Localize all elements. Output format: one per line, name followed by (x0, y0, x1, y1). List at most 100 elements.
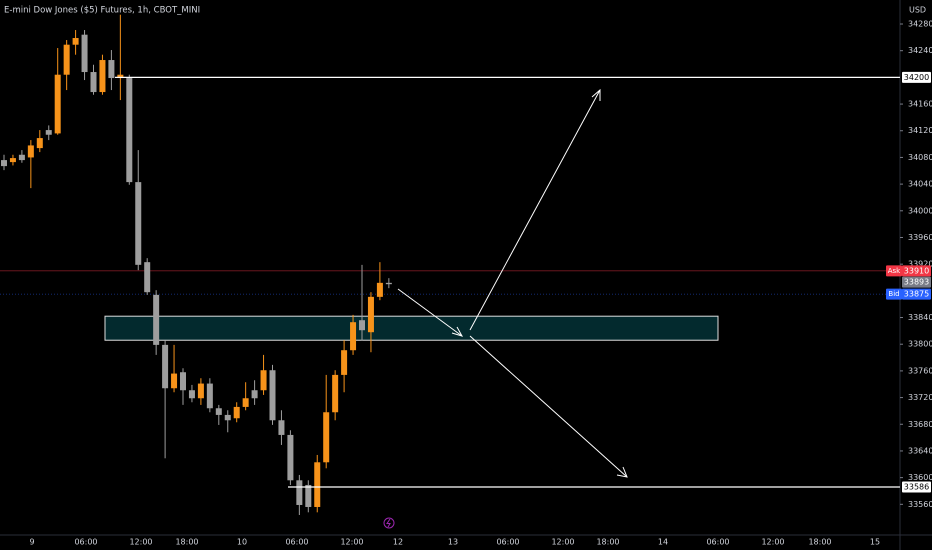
candle-body (9, 158, 16, 163)
candle-body (171, 373, 178, 389)
x-tick-label: 9 (29, 538, 34, 547)
candle-body (144, 262, 151, 293)
candle-body (197, 383, 204, 399)
currency: USD (909, 6, 926, 15)
candle-body (117, 74, 124, 79)
x-tick-label: 06:00 (496, 538, 519, 547)
level-label: 33586 (904, 482, 929, 491)
y-tick-label: 34080 (908, 153, 932, 162)
candle-body (180, 372, 186, 391)
x-tick-label: 06:00 (285, 538, 308, 547)
x-tick-label: 12 (393, 538, 403, 547)
candle-body (18, 154, 25, 161)
y-tick-label: 34160 (908, 100, 932, 109)
y-tick-label: 33760 (908, 366, 932, 375)
candle-body (269, 370, 276, 421)
candle-body (341, 350, 348, 375)
x-tick-label: 15 (870, 538, 880, 547)
candle-body (385, 282, 392, 285)
candle-body (188, 390, 195, 399)
candle-body (332, 374, 339, 413)
candle-body (367, 296, 374, 333)
candle-body (376, 282, 383, 297)
candle-body (126, 78, 133, 183)
level-label-box (902, 71, 931, 83)
x-tick-label: 12:00 (129, 538, 152, 547)
arrow (397, 288, 463, 337)
candle-body (260, 370, 267, 391)
candle-body (63, 44, 70, 75)
candle-body (278, 420, 285, 435)
x-tick-label: 18:00 (808, 538, 831, 547)
y-tick-label: 34240 (908, 46, 932, 55)
candle-body (206, 383, 213, 409)
bid-price: 33875 (904, 290, 929, 299)
arrow-head (451, 326, 464, 337)
bid-tag: Bid (888, 290, 899, 298)
y-tick-label: 33720 (908, 393, 932, 402)
x-tick-label: 13 (448, 538, 458, 547)
x-tick-label: 18:00 (596, 538, 619, 547)
y-tick-label: 33960 (908, 233, 932, 242)
candle-body (36, 138, 43, 149)
candle-body (45, 130, 52, 135)
candle-body (90, 72, 97, 93)
x-tick-label: 06:00 (74, 538, 97, 547)
candle-body (135, 182, 142, 265)
y-tick-label: 34280 (908, 20, 932, 29)
candle-body (27, 145, 34, 158)
level-label-box (902, 481, 931, 493)
candle-body (314, 462, 321, 507)
candle-body (350, 322, 357, 351)
chart-title: E-mini Dow Jones ($5) Futures, 1h, CBOT_… (4, 6, 200, 16)
candle-body (233, 406, 240, 419)
y-tick-label: 33920 (908, 260, 932, 269)
y-tick-label: 33640 (908, 446, 932, 455)
y-tick-label: 33840 (908, 313, 932, 322)
y-tick-label: 34040 (908, 180, 932, 189)
last-price: 33893 (904, 278, 929, 287)
x-tick-label: 06:00 (706, 538, 729, 547)
candle-body (162, 344, 169, 389)
level-label: 34200 (904, 73, 929, 82)
ask-tag-box (886, 265, 902, 277)
y-tick-label: 33800 (908, 340, 932, 349)
candle-body (242, 398, 249, 407)
candle-body (224, 414, 231, 421)
bid-price-box (902, 288, 931, 300)
y-tick-label: 34000 (908, 206, 932, 215)
candle-body (287, 434, 294, 481)
x-tick-label: 12:00 (551, 538, 574, 547)
candle-body (108, 60, 115, 79)
ask-tag: Ask (888, 267, 901, 275)
event-icon-bolt (386, 518, 391, 528)
candle-body (323, 412, 330, 463)
candle-body (296, 480, 303, 505)
candle-body (1, 160, 7, 167)
bid-tag-box (886, 288, 902, 300)
plot (0, 14, 900, 515)
candle-body (99, 60, 106, 93)
y-tick-label: 33680 (908, 420, 932, 429)
candle-body (305, 484, 312, 507)
arrows (397, 88, 628, 478)
arrow-head (591, 88, 601, 101)
candle-body (54, 74, 61, 134)
candle-body (81, 34, 88, 73)
candle-body (359, 320, 365, 331)
candle-body (215, 408, 222, 415)
arrow (469, 89, 601, 331)
x-tick-label: 10 (237, 538, 247, 547)
x-tick-label: 14 (658, 538, 668, 547)
candle-body (251, 390, 258, 399)
y-tick-label: 34120 (908, 126, 932, 135)
last-price-box (902, 276, 931, 288)
arrow-head (616, 466, 628, 478)
event-icon[interactable] (383, 517, 395, 529)
y-tick-label: 33560 (908, 500, 932, 509)
x-tick-label: 12:00 (761, 538, 784, 547)
candle-body (153, 294, 160, 345)
candle-body (72, 38, 79, 45)
